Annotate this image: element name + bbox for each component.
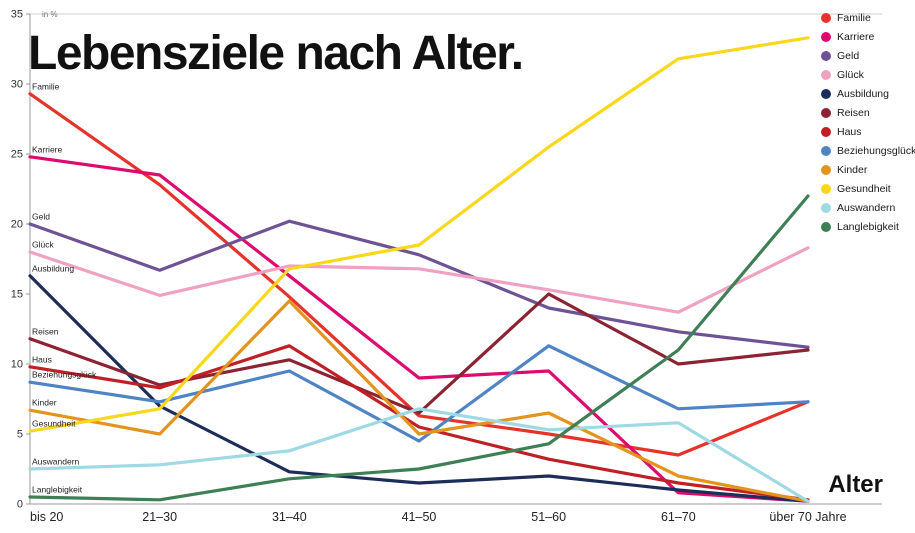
series-line-gl-ck bbox=[28, 246, 810, 314]
legend-swatch-beziehungsgl-ck bbox=[821, 146, 831, 156]
series-start-label-geld: Geld bbox=[32, 212, 50, 222]
legend-label: Haus bbox=[837, 126, 862, 138]
series-line-familie bbox=[28, 92, 810, 457]
legend-swatch-ausbildung bbox=[821, 89, 831, 99]
series-start-label-gesundheit: Gesundheit bbox=[32, 419, 76, 429]
series-line-karriere bbox=[28, 155, 810, 503]
series-line-gesundheit bbox=[28, 36, 810, 433]
x-tick-label: 31–40 bbox=[272, 510, 307, 524]
series-line-langlebigkeit bbox=[28, 194, 810, 502]
legend-item-karriere: Karriere bbox=[821, 31, 913, 43]
legend-label: Langlebigkeit bbox=[837, 221, 899, 233]
series-line-beziehungsgl-ck bbox=[28, 344, 810, 443]
legend: Familie Karriere Geld Glück Ausbildung Reisen… bbox=[821, 12, 915, 240]
series-start-label-beziehungsgl-ck: Beziehungsglück bbox=[32, 370, 97, 380]
legend-swatch-reisen bbox=[821, 108, 831, 118]
legend-swatch-kinder bbox=[821, 165, 831, 175]
x-tick-label: 61–70 bbox=[661, 510, 696, 524]
legend-item-beziehungsgl-ck: Beziehungsglück bbox=[821, 145, 915, 157]
legend-swatch-gl-ck bbox=[821, 70, 831, 80]
series-start-label-karriere: Karriere bbox=[32, 144, 63, 154]
legend-swatch-auswandern bbox=[821, 203, 831, 213]
legend-label: Ausbildung bbox=[837, 88, 889, 100]
y-tick-label: 35 bbox=[11, 9, 23, 21]
legend-swatch-langlebigkeit bbox=[821, 222, 831, 232]
y-tick-label: 15 bbox=[11, 289, 23, 301]
x-axis-title: Alter bbox=[828, 471, 883, 498]
legend-item-haus: Haus bbox=[821, 126, 913, 138]
legend-swatch-karriere bbox=[821, 32, 831, 42]
legend-label: Reisen bbox=[837, 107, 870, 119]
legend-item-langlebigkeit: Langlebigkeit bbox=[821, 221, 913, 233]
legend-label: Gesundheit bbox=[837, 183, 891, 195]
series-line-ausbildung bbox=[28, 274, 810, 503]
chart-title: Lebensziele nach Alter. bbox=[28, 27, 524, 80]
series-start-label-auswandern: Auswandern bbox=[32, 457, 80, 467]
legend-label: Karriere bbox=[837, 31, 875, 43]
legend-label: Geld bbox=[837, 50, 860, 62]
legend-label: Kinder bbox=[837, 164, 868, 176]
x-tick-label: 51–60 bbox=[531, 510, 566, 524]
y-axis-unit-label: in % bbox=[42, 10, 58, 19]
legend-item-reisen: Reisen bbox=[821, 107, 913, 119]
y-tick-label: 0 bbox=[17, 499, 23, 511]
series-start-label-familie: Familie bbox=[32, 81, 60, 91]
y-tick-label: 5 bbox=[17, 429, 23, 441]
legend-label: Auswandern bbox=[837, 202, 896, 214]
y-tick-label: 25 bbox=[11, 149, 23, 161]
series-line-haus bbox=[28, 344, 810, 502]
series-line-kinder bbox=[28, 299, 810, 503]
legend-label: Familie bbox=[837, 12, 871, 24]
x-tick-label: bis 20 bbox=[30, 510, 63, 524]
x-tick-label: 21–30 bbox=[142, 510, 177, 524]
y-tick-label: 10 bbox=[11, 359, 23, 371]
series-line-reisen bbox=[28, 292, 810, 415]
legend-item-ausbildung: Ausbildung bbox=[821, 88, 913, 100]
legend-item-familie: Familie bbox=[821, 12, 913, 24]
x-tick-label: über 70 Jahre bbox=[769, 510, 846, 524]
series-start-label-gl-ck: Glück bbox=[32, 240, 54, 250]
series-line-geld bbox=[28, 219, 810, 349]
legend-swatch-gesundheit bbox=[821, 184, 831, 194]
y-tick-label: 20 bbox=[11, 219, 23, 231]
legend-item-kinder: Kinder bbox=[821, 164, 913, 176]
x-tick-label: 41–50 bbox=[402, 510, 437, 524]
legend-swatch-geld bbox=[821, 51, 831, 61]
series-start-label-langlebigkeit: Langlebigkeit bbox=[32, 485, 83, 495]
series-start-label-reisen: Reisen bbox=[32, 326, 59, 336]
series-start-label-haus: Haus bbox=[32, 354, 52, 364]
legend-item-geld: Geld bbox=[821, 50, 913, 62]
series-start-label-kinder: Kinder bbox=[32, 398, 57, 408]
series-line-auswandern bbox=[28, 407, 810, 503]
series-start-label-ausbildung: Ausbildung bbox=[32, 263, 74, 273]
y-tick-label: 30 bbox=[11, 79, 23, 91]
legend-swatch-familie bbox=[821, 13, 831, 23]
legend-item-gl-ck: Glück bbox=[821, 69, 913, 81]
legend-item-gesundheit: Gesundheit bbox=[821, 183, 913, 195]
legend-swatch-haus bbox=[821, 127, 831, 137]
legend-item-auswandern: Auswandern bbox=[821, 202, 913, 214]
legend-label: Beziehungsglück bbox=[837, 145, 915, 157]
legend-label: Glück bbox=[837, 69, 864, 81]
